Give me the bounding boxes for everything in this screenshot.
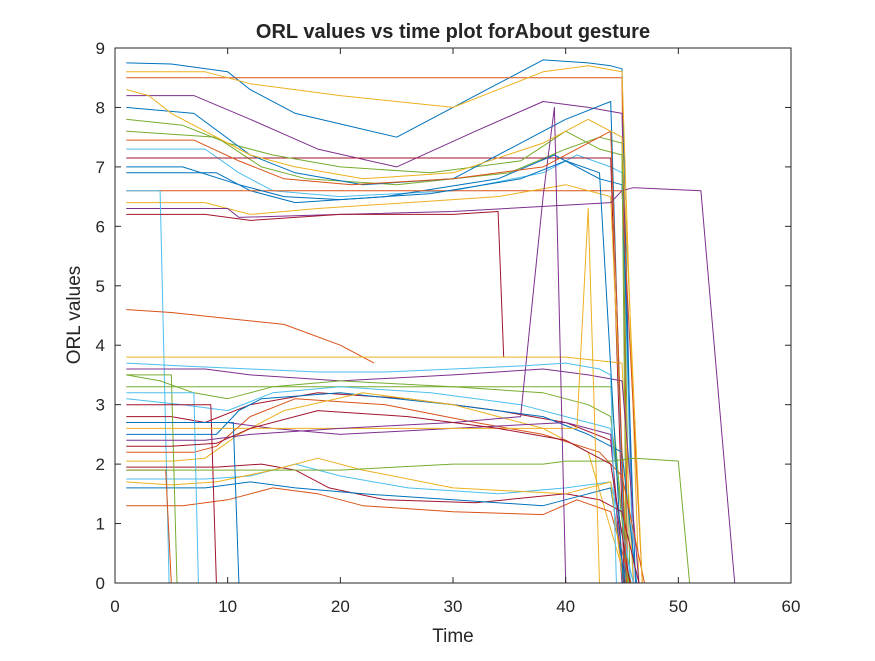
y-tick-label: 1 (96, 515, 105, 534)
series-line-17 (126, 356, 634, 584)
x-tick-label: 30 (444, 597, 463, 616)
x-tick-label: 10 (218, 597, 237, 616)
x-tick-label: 40 (556, 597, 575, 616)
series-line-8 (126, 154, 636, 584)
y-tick-label: 6 (96, 217, 105, 236)
series-line-2 (126, 77, 629, 584)
x-tick-label: 60 (782, 597, 801, 616)
series-line-38 (126, 208, 600, 584)
y-tick-label: 4 (96, 336, 105, 355)
plot-background (115, 48, 791, 583)
y-tick-label: 3 (96, 396, 105, 415)
series-line-12 (126, 118, 627, 584)
series-line-44 (126, 130, 627, 584)
series-line-23 (126, 398, 645, 584)
series-line-43 (126, 160, 624, 584)
x-axis-label: Time (432, 626, 474, 647)
y-axis: 0 1 2 3 4 5 6 7 8 9 (96, 39, 791, 593)
series-line-34 (126, 392, 199, 584)
series-line-41 (126, 362, 617, 584)
chart-title: ORL values vs time plot forAbout gesture (256, 21, 650, 43)
series-line-14 (126, 211, 505, 358)
series-line-22 (126, 392, 638, 584)
y-tick-label: 0 (96, 574, 105, 593)
series-layer (126, 59, 736, 584)
x-tick-label: 20 (331, 597, 350, 616)
y-tick-label: 7 (96, 158, 105, 177)
y-tick-label: 5 (96, 277, 105, 296)
series-line-45 (126, 89, 643, 584)
series-line-28 (126, 463, 640, 584)
x-tick-label: 50 (669, 597, 688, 616)
series-line-11 (126, 187, 736, 584)
y-axis-label: ORL values (64, 266, 85, 365)
series-line-33 (126, 374, 178, 584)
x-axis: 0 10 20 30 40 50 60 (110, 48, 800, 616)
series-line-4 (126, 95, 634, 584)
y-tick-label: 9 (96, 39, 105, 58)
series-line-35 (126, 404, 217, 584)
series-line-3 (126, 65, 640, 584)
series-line-20 (126, 386, 632, 584)
series-line-36 (126, 422, 240, 584)
series-line-27 (126, 463, 634, 584)
series-line-1 (126, 59, 634, 584)
series-line-30 (126, 487, 632, 584)
series-line-42 (126, 410, 631, 584)
series-line-40 (126, 457, 691, 584)
series-line-10 (126, 184, 629, 584)
series-line-26 (126, 374, 630, 584)
series-line-21 (126, 392, 625, 584)
series-line-25 (126, 422, 623, 584)
y-tick-label: 8 (96, 98, 105, 117)
y-tick-label: 2 (96, 455, 105, 474)
x-tick-label: 0 (110, 597, 119, 616)
series-line-7 (126, 157, 625, 584)
series-line-15 (126, 101, 626, 584)
series-line-31 (126, 457, 624, 584)
series-line-16 (126, 309, 375, 364)
series-line-29 (126, 481, 626, 584)
